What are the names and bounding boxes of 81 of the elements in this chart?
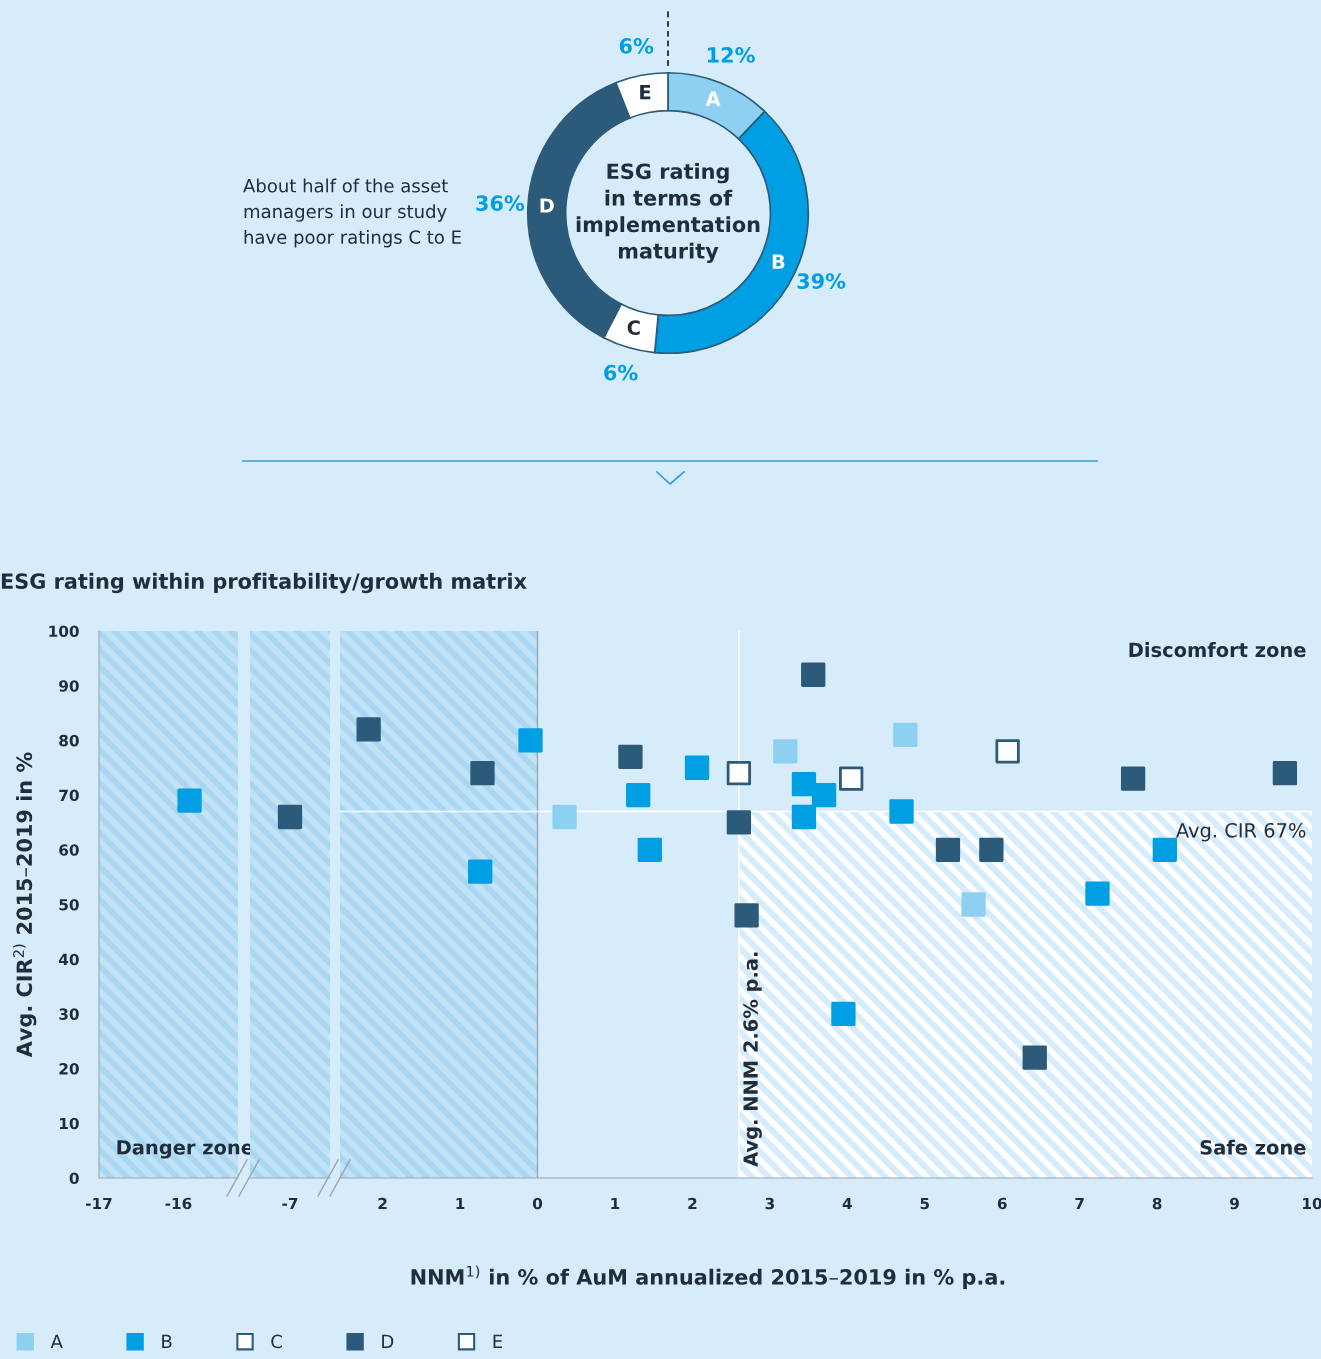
x-tick-label: -7: [282, 1197, 298, 1210]
point: [1120, 766, 1146, 791]
slice-label: C: [627, 320, 640, 336]
y-tick-label: 70: [59, 789, 79, 802]
x-tick-label: 3: [765, 1197, 774, 1210]
x-tick-label: 6: [997, 1197, 1007, 1210]
point: [773, 739, 798, 764]
x-tick-label: 0: [532, 1197, 543, 1210]
point: [791, 804, 817, 830]
y-tick-label: 50: [59, 898, 79, 911]
slice-label: E: [640, 85, 651, 100]
legend-label: E: [493, 1334, 503, 1349]
legend-label: B: [162, 1334, 172, 1349]
x-tick-label: 7: [1075, 1197, 1084, 1210]
x-tick-label: 2: [688, 1197, 697, 1210]
point: [626, 782, 651, 808]
point: [356, 717, 381, 742]
point: [734, 903, 759, 928]
text: About half of the asset managers in our study have poor ratings C to E: [243, 178, 461, 248]
data-label: 12%: [707, 47, 755, 63]
y-tick-label: 60: [59, 844, 79, 856]
x-tick-label: -16: [165, 1197, 192, 1210]
point: [1085, 881, 1110, 906]
point: [470, 761, 495, 786]
point: [791, 772, 817, 797]
legend-label: A: [50, 1334, 63, 1349]
legend-label: D: [382, 1334, 394, 1349]
data-label: 39%: [797, 273, 846, 289]
point: [811, 782, 837, 808]
text: ESG rating in terms of implementation maturity: [576, 163, 760, 263]
y-axis-title: Avg. CIR$^{2)}$ 2015–2019 in %: [12, 752, 37, 1058]
point: [726, 761, 752, 786]
y-tick-label: 80: [59, 734, 79, 747]
annotation: Safe zone: [1200, 1139, 1306, 1155]
point: [1272, 761, 1298, 786]
y-tick-label: 90: [59, 680, 79, 692]
ref-line-label: Avg. CIR 67%: [1176, 822, 1306, 842]
point: [801, 662, 826, 687]
y-tick-label: 10: [60, 1117, 79, 1130]
point: [961, 892, 986, 917]
y-tick-label: 20: [59, 1063, 79, 1075]
slice-label: D: [540, 198, 554, 213]
data-label: 6%: [604, 364, 638, 381]
slice-label: B: [772, 254, 785, 269]
x-axis-title: NNM$^{1)}$ in % of AuM annualized 2015–2019 in % p.a.: [411, 1265, 1005, 1289]
x-tick-label: 2: [378, 1197, 387, 1210]
point: [637, 837, 662, 862]
x-tick-label: 8: [1152, 1197, 1162, 1210]
point: [995, 739, 1020, 764]
point: [889, 799, 914, 824]
y-tick-label: 40: [58, 953, 79, 966]
x-tick-label: 1: [456, 1197, 465, 1210]
x-tick-label: 4: [842, 1197, 852, 1210]
x-tick-label: 1: [611, 1197, 620, 1210]
point: [1022, 1045, 1047, 1070]
annotation: Discomfort zone: [1129, 642, 1306, 658]
point: [618, 744, 643, 769]
point: [935, 837, 961, 862]
x-tick-label: 10: [1303, 1197, 1321, 1210]
point: [1152, 837, 1177, 862]
point: [468, 859, 493, 884]
point: [684, 755, 710, 780]
x-tick-label: 5: [920, 1197, 929, 1210]
point: [552, 804, 577, 830]
point: [831, 1001, 856, 1027]
chart-title: ESG rating within profitability/growth matrix: [1, 572, 527, 594]
slice-label: A: [705, 91, 721, 106]
x-tick-label: -17: [86, 1197, 112, 1210]
point: [979, 837, 1004, 862]
data-label: 36%: [476, 195, 525, 212]
data-label: 6%: [619, 38, 654, 54]
legend-label: C: [271, 1334, 282, 1349]
point: [726, 810, 752, 835]
y-tick-label: 100: [49, 625, 79, 638]
y-tick-label: 30: [59, 1008, 79, 1020]
point: [893, 722, 918, 748]
point: [839, 766, 864, 791]
point: [518, 728, 543, 753]
y-tick-label: 0: [69, 1172, 79, 1185]
x-tick-label: 9: [1230, 1197, 1239, 1210]
ref-line-label: Avg. NNM 2.6% p.a.: [743, 952, 762, 1167]
